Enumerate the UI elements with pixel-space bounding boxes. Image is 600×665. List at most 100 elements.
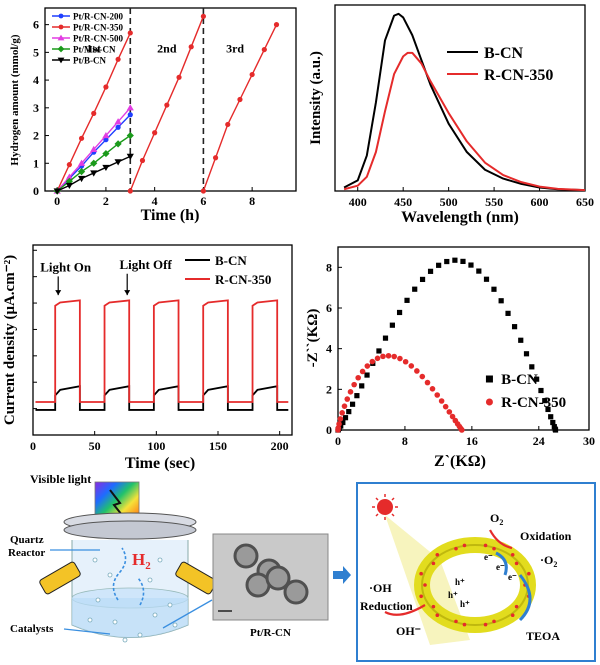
data-point: [408, 363, 415, 369]
data-point: [545, 406, 551, 413]
y-tick-label: 0: [326, 423, 332, 437]
hole-label: h⁺: [448, 590, 458, 600]
data-point: [498, 298, 504, 304]
data-point: [404, 297, 410, 303]
x-tick-label: 24: [533, 434, 545, 448]
data-point: [176, 74, 182, 80]
legend-label: B-CN: [484, 45, 524, 62]
legend-label: R-CN-350: [484, 67, 553, 84]
data-point: [385, 352, 392, 359]
data-point: [78, 135, 85, 141]
data-point: [114, 159, 122, 166]
series-line-B-CN: [343, 12, 586, 192]
tem-caption: Pt/R-CN: [250, 627, 291, 639]
electron-label: e⁻: [508, 572, 517, 582]
photocurrent-series: [35, 299, 289, 411]
pl-series: [343, 12, 586, 192]
legend-marker: [57, 34, 65, 41]
data-point: [438, 398, 445, 404]
annotation-label: Light Off: [119, 257, 172, 272]
legend-label: Pt/B-CN: [73, 56, 106, 66]
data-point: [351, 381, 357, 388]
eis-series: [335, 257, 559, 433]
data-point: [126, 153, 134, 160]
data-point: [468, 262, 474, 268]
y-tick-label: 6: [33, 18, 39, 32]
data-point: [102, 131, 110, 139]
data-point: [139, 157, 146, 164]
pt-particle: [419, 594, 423, 599]
reactor-schematic: Visible light Quartz Reactor H2 Catalyst…: [8, 472, 217, 643]
data-point: [127, 30, 133, 36]
annotation-label: Light On: [40, 259, 92, 274]
pt-particles: [419, 543, 531, 627]
teoa-arrow: [518, 574, 532, 622]
photocurrent-legend: B-CN R-CN-350: [185, 253, 271, 287]
gas-bubble: [112, 619, 118, 625]
hydrogen-cycle-dividers: [129, 8, 205, 191]
hydrogen-chart: 0 2 4 6 8 0 1 2 3 4 5 6 Pt/R-CN-200Pt/R-CN-350Pt/R-…: [9, 7, 297, 224]
data-point: [396, 309, 403, 316]
pt-particle: [435, 613, 440, 618]
gas-bubble: [87, 617, 93, 623]
data-point: [359, 383, 365, 389]
x-tick-label: 8: [402, 434, 408, 448]
data-point: [102, 164, 110, 172]
y-tick-label: 0: [33, 184, 39, 198]
data-point: [77, 175, 86, 183]
pt-particle: [423, 583, 427, 587]
data-point: [65, 173, 73, 180]
hydrogen-cycle-labels: 1st 2nd 3rd: [86, 41, 244, 55]
gas-bubble: [137, 632, 143, 638]
o2-label: O2: [490, 511, 503, 527]
data-point: [127, 112, 133, 118]
data-point: [412, 286, 418, 292]
x-tick-label: 30: [583, 434, 595, 448]
flow-arrow-icon: [333, 566, 351, 584]
cycle-label: 1st: [86, 41, 101, 55]
gas-flow-path: [112, 547, 127, 601]
photocurrent-annotations: Light On Light Off: [40, 257, 173, 296]
data-point: [355, 374, 362, 381]
data-point: [115, 56, 121, 62]
pt-particle: [483, 622, 488, 627]
data-point: [446, 409, 453, 415]
data-point: [429, 385, 436, 392]
y-tick-label: 8: [326, 260, 332, 274]
tem-image: Pt/R-CN: [212, 533, 329, 639]
legend-label: B-CN: [215, 253, 247, 268]
legend-label: Pt/Mix-CN: [73, 45, 116, 55]
eis-y-axis-label: -Z``(KΩ): [305, 309, 321, 368]
data-point: [66, 162, 72, 168]
hydrogen-legend: Pt/R-CN-200Pt/R-CN-350Pt/R-CN-500Pt/Mix-…: [52, 12, 123, 66]
eis-legend: B-CN R-CN-350: [485, 372, 566, 411]
data-point: [523, 351, 530, 357]
tem-sphere: [233, 543, 259, 569]
gas-bubble: [95, 597, 101, 603]
x-tick-label: 650: [576, 195, 594, 209]
hydrogen-plot-frame: [44, 7, 297, 192]
series-Pt/Mix-CN: [53, 131, 134, 195]
data-point: [200, 188, 206, 194]
x-tick-label: 4: [152, 194, 158, 208]
legend-marker: [58, 13, 64, 19]
pt-particle: [514, 561, 519, 566]
data-point: [424, 379, 431, 386]
data-point: [212, 155, 219, 161]
data-point: [511, 324, 518, 330]
pt-particle: [510, 613, 515, 618]
data-point: [127, 188, 133, 194]
y-tick-label: 1: [33, 156, 39, 170]
x-tick-label: 0: [54, 194, 60, 208]
data-point: [340, 419, 346, 426]
data-point: [359, 368, 366, 375]
gas-bubble: [152, 612, 158, 618]
data-point: [436, 262, 442, 268]
annotation-arrowhead: [55, 290, 62, 296]
data-point: [152, 130, 158, 136]
pt-particle: [431, 604, 436, 609]
y-tick-label: 3: [33, 101, 39, 115]
eis-x-axis-label: Z`(KΩ): [434, 453, 486, 470]
